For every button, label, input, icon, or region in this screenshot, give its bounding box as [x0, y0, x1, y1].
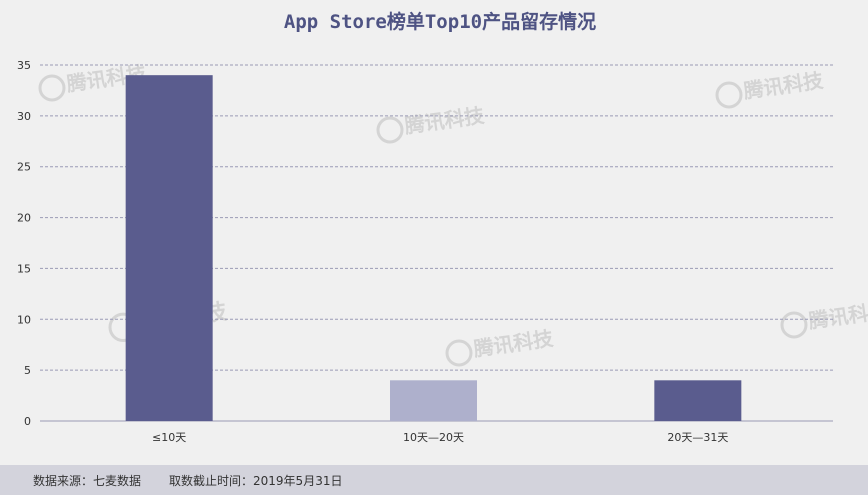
watermark: 腾讯科技	[376, 103, 487, 144]
y-tick-label: 30	[17, 110, 31, 123]
svg-text:腾讯科技: 腾讯科技	[807, 298, 868, 333]
svg-text:腾讯科技: 腾讯科技	[472, 326, 556, 361]
y-tick-label: 10	[17, 313, 31, 326]
bar	[654, 380, 742, 421]
bar	[125, 75, 213, 422]
y-tick-label: 20	[17, 212, 31, 225]
watermark: 腾讯科技	[715, 68, 826, 109]
y-tick-label: 15	[17, 262, 31, 275]
data-source: 数据来源：七麦数据	[33, 473, 142, 488]
footer: 数据来源：七麦数据 取数截止时间：2019年5月31日	[0, 465, 868, 495]
watermark: 腾讯科技	[445, 326, 556, 367]
svg-text:腾讯科技: 腾讯科技	[742, 68, 826, 103]
y-tick-label: 0	[24, 415, 31, 428]
chart-title: App Store榜单Top10产品留存情况	[284, 10, 596, 33]
y-tick-label: 5	[24, 364, 31, 377]
bar	[390, 380, 477, 421]
watermark: 腾讯科技	[780, 298, 868, 339]
x-tick-label: ≤10天	[152, 431, 186, 444]
x-axis-ticks: ≤10天 10天—20天 20天—31天	[152, 431, 728, 444]
bars	[125, 75, 742, 422]
chart-container: 腾讯科技腾讯科技腾讯科技腾讯科技腾讯科技腾讯科技 App Store榜单Top1…	[17, 10, 868, 444]
y-axis-ticks: 0 5 10 15 20 25 30 35	[17, 59, 31, 428]
x-tick-label: 20天—31天	[667, 431, 728, 444]
data-cutoff-date: 取数截止时间：2019年5月31日	[169, 473, 343, 488]
y-tick-label: 35	[17, 59, 31, 72]
svg-text:腾讯科技: 腾讯科技	[403, 103, 487, 138]
y-tick-label: 25	[17, 161, 31, 174]
x-tick-label: 10天—20天	[403, 431, 464, 444]
bar-chart: 腾讯科技腾讯科技腾讯科技腾讯科技腾讯科技腾讯科技 App Store榜单Top1…	[17, 10, 868, 444]
